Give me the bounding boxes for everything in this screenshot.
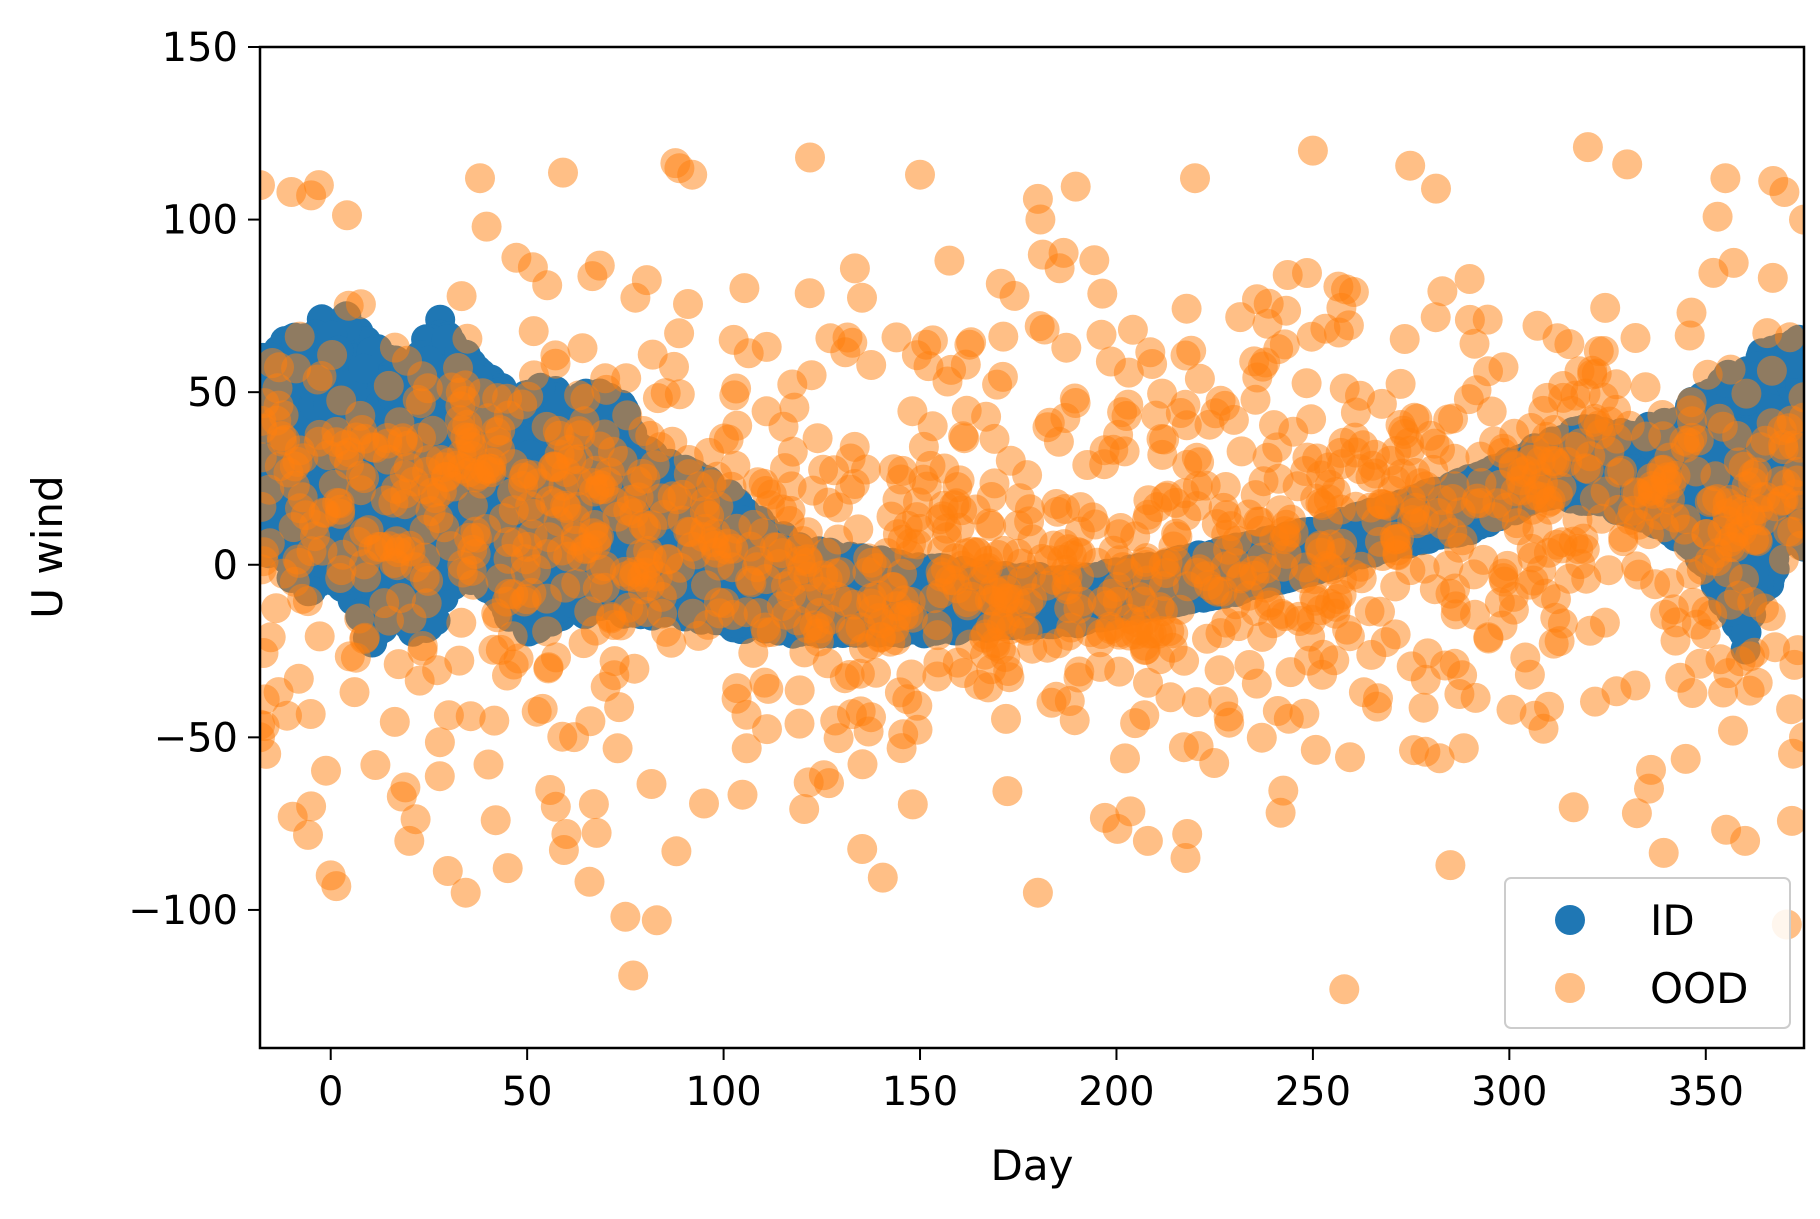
points-layer <box>260 132 1804 1005</box>
